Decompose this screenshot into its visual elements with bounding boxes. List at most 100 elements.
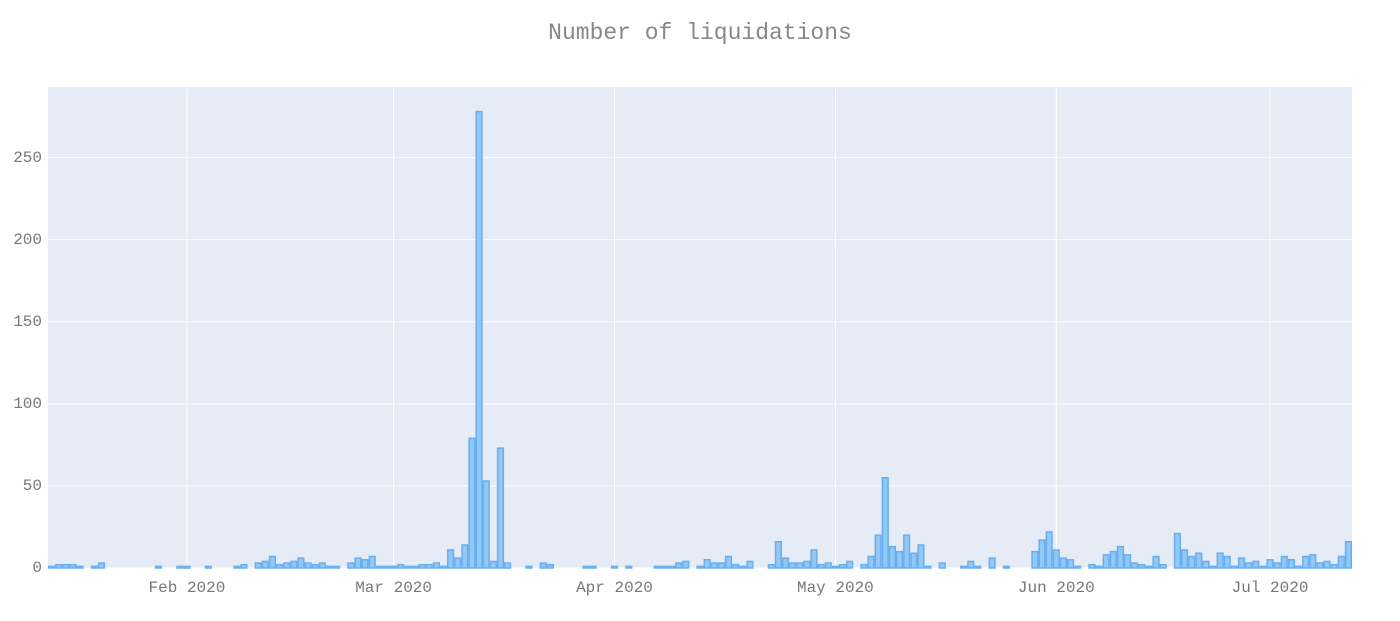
bar — [1038, 539, 1046, 569]
y-tick-label: 250 — [13, 149, 42, 167]
bar — [154, 565, 163, 569]
bar — [76, 565, 84, 569]
bar — [275, 563, 284, 569]
bar — [1138, 563, 1146, 569]
bar — [304, 562, 312, 569]
bar — [1330, 563, 1338, 569]
bar — [176, 565, 184, 569]
bar — [1209, 565, 1217, 569]
bar — [1245, 562, 1253, 569]
bar — [1302, 555, 1310, 569]
bar — [696, 565, 704, 569]
bar — [910, 552, 918, 569]
bar — [375, 565, 383, 569]
bar — [411, 565, 419, 569]
bar — [903, 534, 911, 569]
bar — [675, 562, 683, 569]
bar — [261, 560, 269, 569]
bar — [1323, 560, 1331, 569]
bar — [233, 565, 241, 569]
bar — [425, 563, 433, 569]
bar — [824, 562, 832, 569]
bar — [874, 534, 882, 569]
bar — [767, 563, 775, 569]
y-tick-label: 0 — [32, 559, 42, 577]
bar — [318, 562, 326, 569]
bar — [1095, 565, 1103, 569]
bar — [625, 565, 633, 569]
bar — [710, 562, 718, 569]
bar — [582, 565, 590, 569]
bar — [1223, 555, 1231, 569]
bar — [774, 540, 782, 569]
bar — [97, 562, 106, 569]
bar — [1066, 559, 1075, 569]
bar — [1259, 565, 1267, 569]
bar — [1266, 559, 1274, 569]
bar — [1102, 554, 1110, 569]
bar — [439, 565, 448, 569]
bar — [938, 562, 946, 569]
bar — [803, 560, 811, 569]
bar — [504, 562, 512, 569]
bar — [660, 565, 668, 569]
bar — [525, 565, 533, 569]
bar — [895, 550, 904, 569]
bar — [397, 563, 405, 569]
bar — [1159, 563, 1167, 569]
bar — [90, 565, 98, 569]
bar — [482, 480, 490, 569]
bar — [846, 560, 854, 569]
bar — [183, 565, 191, 569]
bar — [268, 555, 277, 569]
bar — [1287, 559, 1296, 569]
bar — [667, 565, 676, 569]
bar — [1109, 550, 1117, 569]
bar — [653, 565, 661, 569]
bar — [796, 562, 804, 569]
bar — [69, 563, 77, 569]
bar — [1216, 552, 1224, 569]
bar — [311, 563, 319, 569]
bar — [389, 565, 398, 569]
bar — [1337, 555, 1345, 569]
bar — [703, 559, 711, 569]
bar — [1074, 565, 1082, 569]
x-tick-label: Apr 2020 — [576, 579, 653, 597]
bar — [1180, 549, 1189, 569]
bar — [1237, 557, 1246, 569]
bar — [1088, 563, 1096, 569]
bar — [589, 565, 597, 569]
bar — [1031, 550, 1039, 569]
bar — [361, 559, 369, 569]
bar — [454, 557, 462, 569]
bar — [1309, 554, 1317, 569]
bar — [1116, 545, 1125, 569]
bar — [204, 565, 212, 569]
bar — [924, 565, 932, 569]
bar — [1344, 540, 1353, 569]
bar — [325, 565, 334, 569]
bar — [1202, 560, 1210, 569]
bar — [254, 562, 262, 569]
bar — [739, 565, 747, 569]
bar — [967, 560, 975, 569]
bar — [496, 447, 505, 569]
bar — [960, 565, 968, 569]
bar — [1059, 557, 1068, 569]
x-tick-label: Mar 2020 — [355, 579, 432, 597]
bar — [724, 555, 733, 569]
bar — [539, 562, 547, 569]
bar — [47, 565, 56, 569]
bar — [461, 544, 469, 569]
bar — [468, 437, 476, 569]
bar — [347, 562, 355, 569]
bar — [838, 563, 847, 569]
bar — [332, 565, 341, 569]
bar — [290, 560, 298, 569]
bar — [1123, 554, 1132, 569]
bar — [1195, 552, 1203, 569]
bar — [55, 563, 63, 569]
bar — [432, 562, 440, 569]
